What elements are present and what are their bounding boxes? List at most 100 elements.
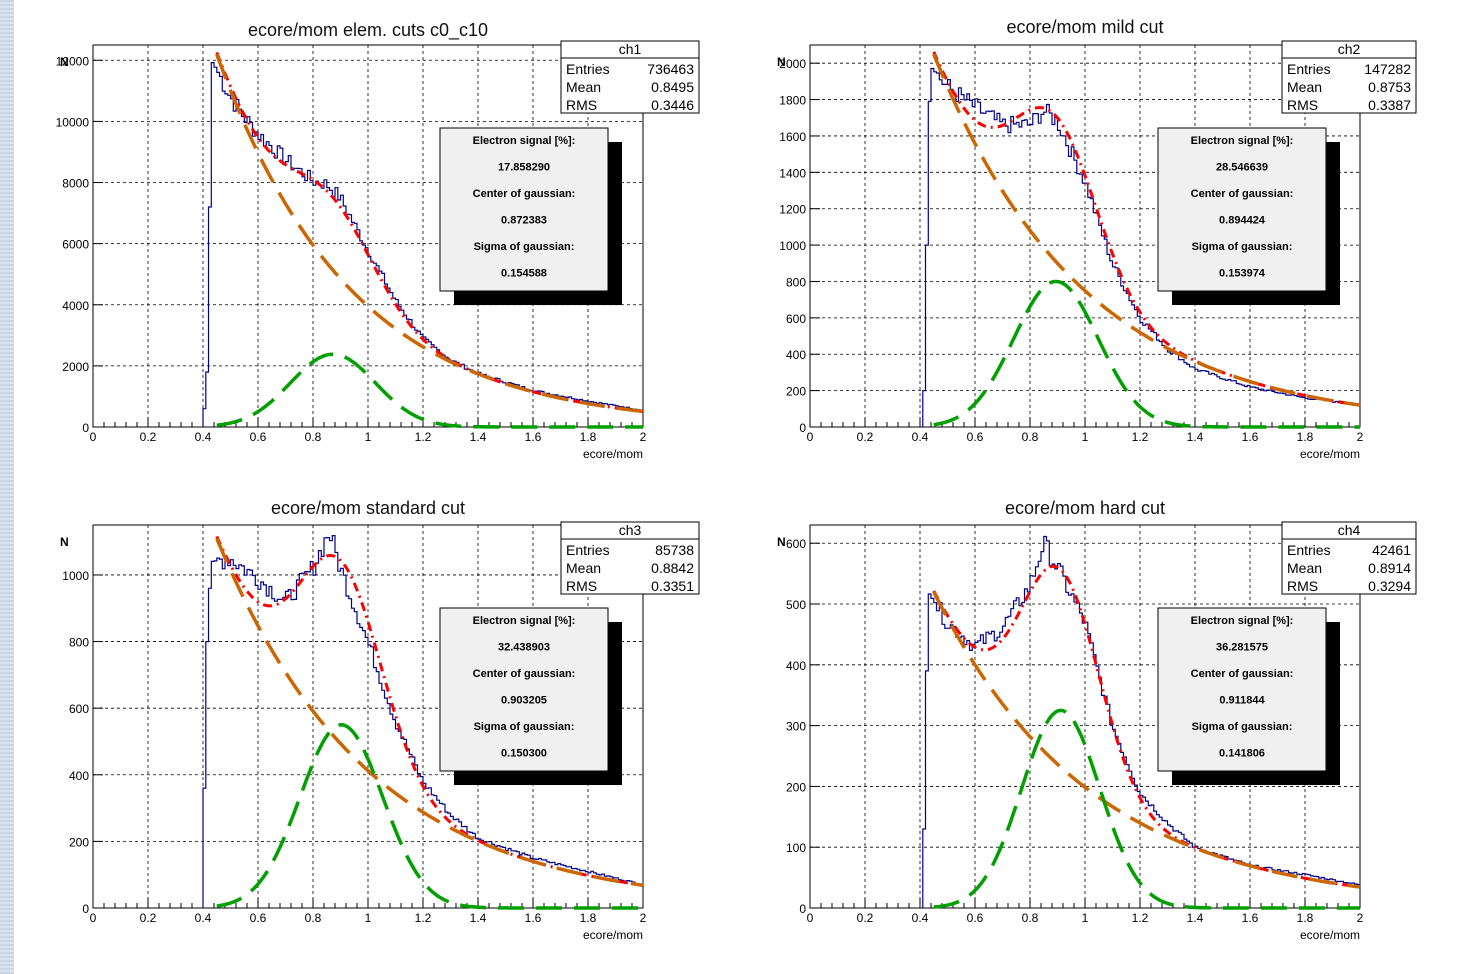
y-tick-label: 800 xyxy=(69,636,89,650)
y-tick-label: 8000 xyxy=(62,177,89,191)
x-axis-label: ecore/mom xyxy=(1300,447,1360,461)
fit-value: 17.858290 xyxy=(498,162,550,174)
y-axis-label: N xyxy=(777,535,786,549)
y-tick-label: 4000 xyxy=(62,299,89,313)
x-tick-label: 1.8 xyxy=(1297,430,1314,444)
x-tick-label: 1.2 xyxy=(415,430,432,444)
fit-label: Electron signal [%]: xyxy=(1191,615,1294,627)
x-tick-label: 2 xyxy=(1357,911,1364,925)
x-tick-label: 0 xyxy=(807,911,814,925)
y-tick-label: 10000 xyxy=(56,115,90,129)
x-tick-label: 2 xyxy=(640,911,647,925)
stats-box-title: ch2 xyxy=(1338,41,1361,57)
stats-label: RMS xyxy=(566,578,597,594)
fit-results-box: Electron signal [%]: 28.546639 Center of g… xyxy=(1157,127,1340,305)
signal-fit-curve xyxy=(216,352,643,429)
y-tick-label: 1000 xyxy=(62,569,89,583)
x-tick-label: 1.6 xyxy=(525,430,542,444)
x-tick-label: 1.2 xyxy=(1132,430,1149,444)
stats-box-title: ch3 xyxy=(619,522,642,538)
grid-lines xyxy=(93,525,643,908)
stats-label: Entries xyxy=(566,61,610,77)
fit-label: Sigma of gaussian: xyxy=(474,241,575,253)
y-tick-label: 2000 xyxy=(62,360,89,374)
chart-panel-4: ecore/mom hard cut 0 0.2 0.4 0.6 0.8 1 1.2 1.4 1.… xyxy=(777,498,1417,942)
x-tick-label: 0.6 xyxy=(967,430,984,444)
y-tick-label: 600 xyxy=(69,702,89,716)
stats-value: 42461 xyxy=(1372,542,1411,558)
fit-label: Electron signal [%]: xyxy=(473,615,576,627)
x-tick-label: 1 xyxy=(365,430,372,444)
x-tick-label: 0.4 xyxy=(912,911,929,925)
y-tick-label: 200 xyxy=(69,835,89,849)
stats-value: 0.3446 xyxy=(651,97,694,113)
y-tick-label: 200 xyxy=(786,780,806,794)
x-tick-label: 1.8 xyxy=(1297,911,1314,925)
x-tick-label: 0.2 xyxy=(857,430,874,444)
x-tick-label: 1 xyxy=(1082,911,1089,925)
fit-label: Center of gaussian: xyxy=(1191,188,1294,200)
x-tick-label: 1.6 xyxy=(1242,430,1259,444)
y-tick-label: 1400 xyxy=(779,166,806,180)
y-tick-label: 0 xyxy=(799,902,806,916)
x-axis-label: ecore/mom xyxy=(583,447,643,461)
x-tick-label: 0.8 xyxy=(305,911,322,925)
histogram-series xyxy=(202,535,643,908)
fit-results-box: Electron signal [%]: 17.858290 Center of g… xyxy=(439,127,622,305)
stats-value: 0.3294 xyxy=(1368,578,1411,594)
background-fit-curve xyxy=(932,591,1361,889)
stats-label: RMS xyxy=(1287,578,1318,594)
x-tick-label: 0.4 xyxy=(195,430,212,444)
x-tick-label: 0.2 xyxy=(140,430,157,444)
signal-fit-curve xyxy=(216,723,643,910)
y-tick-label: 0 xyxy=(82,902,89,916)
x-tick-label: 0.2 xyxy=(140,911,157,925)
x-axis-label: ecore/mom xyxy=(583,928,643,942)
stats-label: RMS xyxy=(1287,97,1318,113)
chart-title: ecore/mom elem. cuts c0_c10 xyxy=(248,20,488,41)
fit-label: Center of gaussian: xyxy=(473,668,576,680)
stats-box: ch3 Entries 85738 Mean 0.8842 RMS 0.3351 xyxy=(560,521,700,595)
x-tick-label: 1.4 xyxy=(470,911,487,925)
x-tick-label: 0 xyxy=(90,911,97,925)
fit-label: Sigma of gaussian: xyxy=(1192,241,1293,253)
y-tick-label: 500 xyxy=(786,598,806,612)
x-tick-label: 1.2 xyxy=(1132,911,1149,925)
stats-box: ch1 Entries 736463 Mean 0.8495 RMS 0.3446 xyxy=(560,40,700,114)
chart-title: ecore/mom standard cut xyxy=(271,498,465,518)
stats-value: 0.8495 xyxy=(651,79,694,95)
x-tick-label: 1.8 xyxy=(580,911,597,925)
background-fit-curve xyxy=(932,53,1361,407)
stats-label: Mean xyxy=(566,560,601,576)
chart-panel-2: ecore/mom mild cut 0 0.2 0.4 0.6 0.8 1 1.2 1.4 1.… xyxy=(777,17,1417,461)
fit-label: Center of gaussian: xyxy=(1191,668,1294,680)
y-tick-label: 300 xyxy=(786,720,806,734)
stats-label: Mean xyxy=(1287,79,1322,95)
stats-value: 147282 xyxy=(1364,61,1411,77)
stats-value: 0.3387 xyxy=(1368,97,1411,113)
fit-value: 0.903205 xyxy=(501,695,547,707)
fit-value: 0.872383 xyxy=(501,215,547,227)
y-tick-label: 1600 xyxy=(779,130,806,144)
stats-value: 0.8753 xyxy=(1368,79,1411,95)
stats-label: Entries xyxy=(566,542,610,558)
stats-box-title: ch4 xyxy=(1338,522,1361,538)
stats-value: 0.8914 xyxy=(1368,560,1411,576)
stats-box: ch4 Entries 42461 Mean 0.8914 RMS 0.3294 xyxy=(1281,521,1417,595)
x-tick-label: 0.8 xyxy=(1022,911,1039,925)
y-tick-label: 400 xyxy=(786,348,806,362)
fit-label: Sigma of gaussian: xyxy=(474,721,575,733)
chart-title: ecore/mom hard cut xyxy=(1005,498,1165,518)
x-tick-label: 1 xyxy=(365,911,372,925)
stats-box: ch2 Entries 147282 Mean 0.8753 RMS 0.3387 xyxy=(1281,40,1417,114)
stats-label: Mean xyxy=(1287,560,1322,576)
fit-value: 32.438903 xyxy=(498,642,550,654)
y-tick-label: 1000 xyxy=(779,239,806,253)
stats-value: 736463 xyxy=(647,61,694,77)
y-axis-label: N xyxy=(60,55,69,69)
background-fit-curve xyxy=(215,53,644,414)
y-tick-label: 0 xyxy=(82,421,89,435)
fit-value: 0.911844 xyxy=(1219,695,1265,707)
fit-label: Center of gaussian: xyxy=(473,188,576,200)
